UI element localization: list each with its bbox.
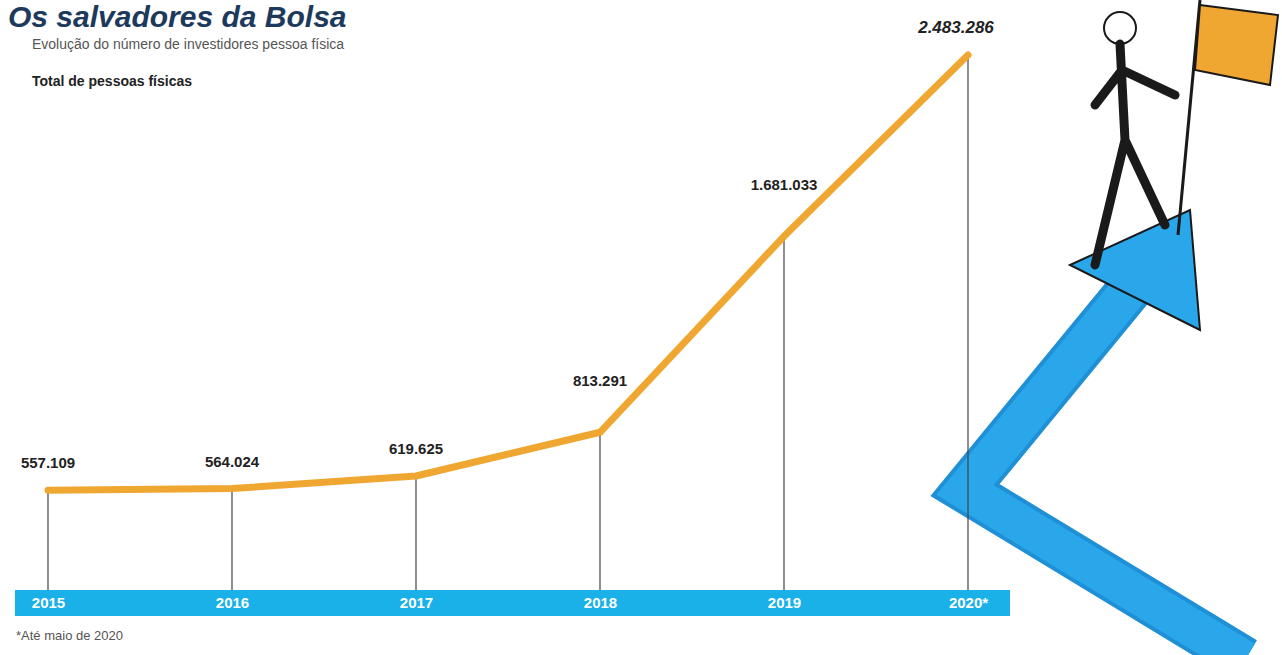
data-label: 564.024 [205,453,260,470]
drop-line [415,476,416,590]
subtitle: Evolução do número de investidores pesso… [32,36,344,52]
data-label: 619.625 [389,440,443,457]
chart: Os salvadores da Bolsa Evolução do número… [0,0,1282,655]
figure-head [1104,12,1136,44]
x-tick-label: 2018 [584,594,617,611]
x-tick-label: 2017 [400,594,433,611]
drop-line [231,489,232,590]
x-tick-label: 2019 [768,594,801,611]
x-tick: 2017 [400,590,433,611]
axis-band [15,590,1010,616]
figure-body [1095,44,1175,265]
x-tick: 2020* [949,590,988,611]
data-label: 813.291 [573,372,627,389]
title: Os salvadores da Bolsa [8,0,347,33]
x-tick: 2018 [584,590,617,611]
drop-line [47,490,48,590]
x-tick-label: 2016 [216,594,249,611]
x-tick-label: 2015 [32,594,65,611]
data-label: 557.109 [21,454,75,471]
x-axis-line [49,590,969,591]
data-label: 2.483.286 [917,18,994,37]
drop-line [967,55,968,590]
footnote: *Até maio de 2020 [16,628,123,643]
y-label: Total de pessoas físicas [32,73,192,89]
data-labels: 557.109 564.024 619.625 813.291 1.681.033 2.4… [21,18,994,471]
x-tick-label: 2020* [949,594,988,611]
series-line [48,55,968,490]
plot-area [48,55,968,590]
illustration [965,0,1278,655]
x-axis: 2015 2016 2017 2018 2019 2020* [32,590,988,611]
drop-line [783,236,784,590]
flag [1195,5,1278,85]
x-tick: 2016 [216,590,249,611]
x-tick: 2015 [32,590,65,611]
x-tick: 2019 [768,590,801,611]
drop-line [599,432,600,590]
arrow-head [1070,210,1200,330]
data-label: 1.681.033 [751,176,818,193]
